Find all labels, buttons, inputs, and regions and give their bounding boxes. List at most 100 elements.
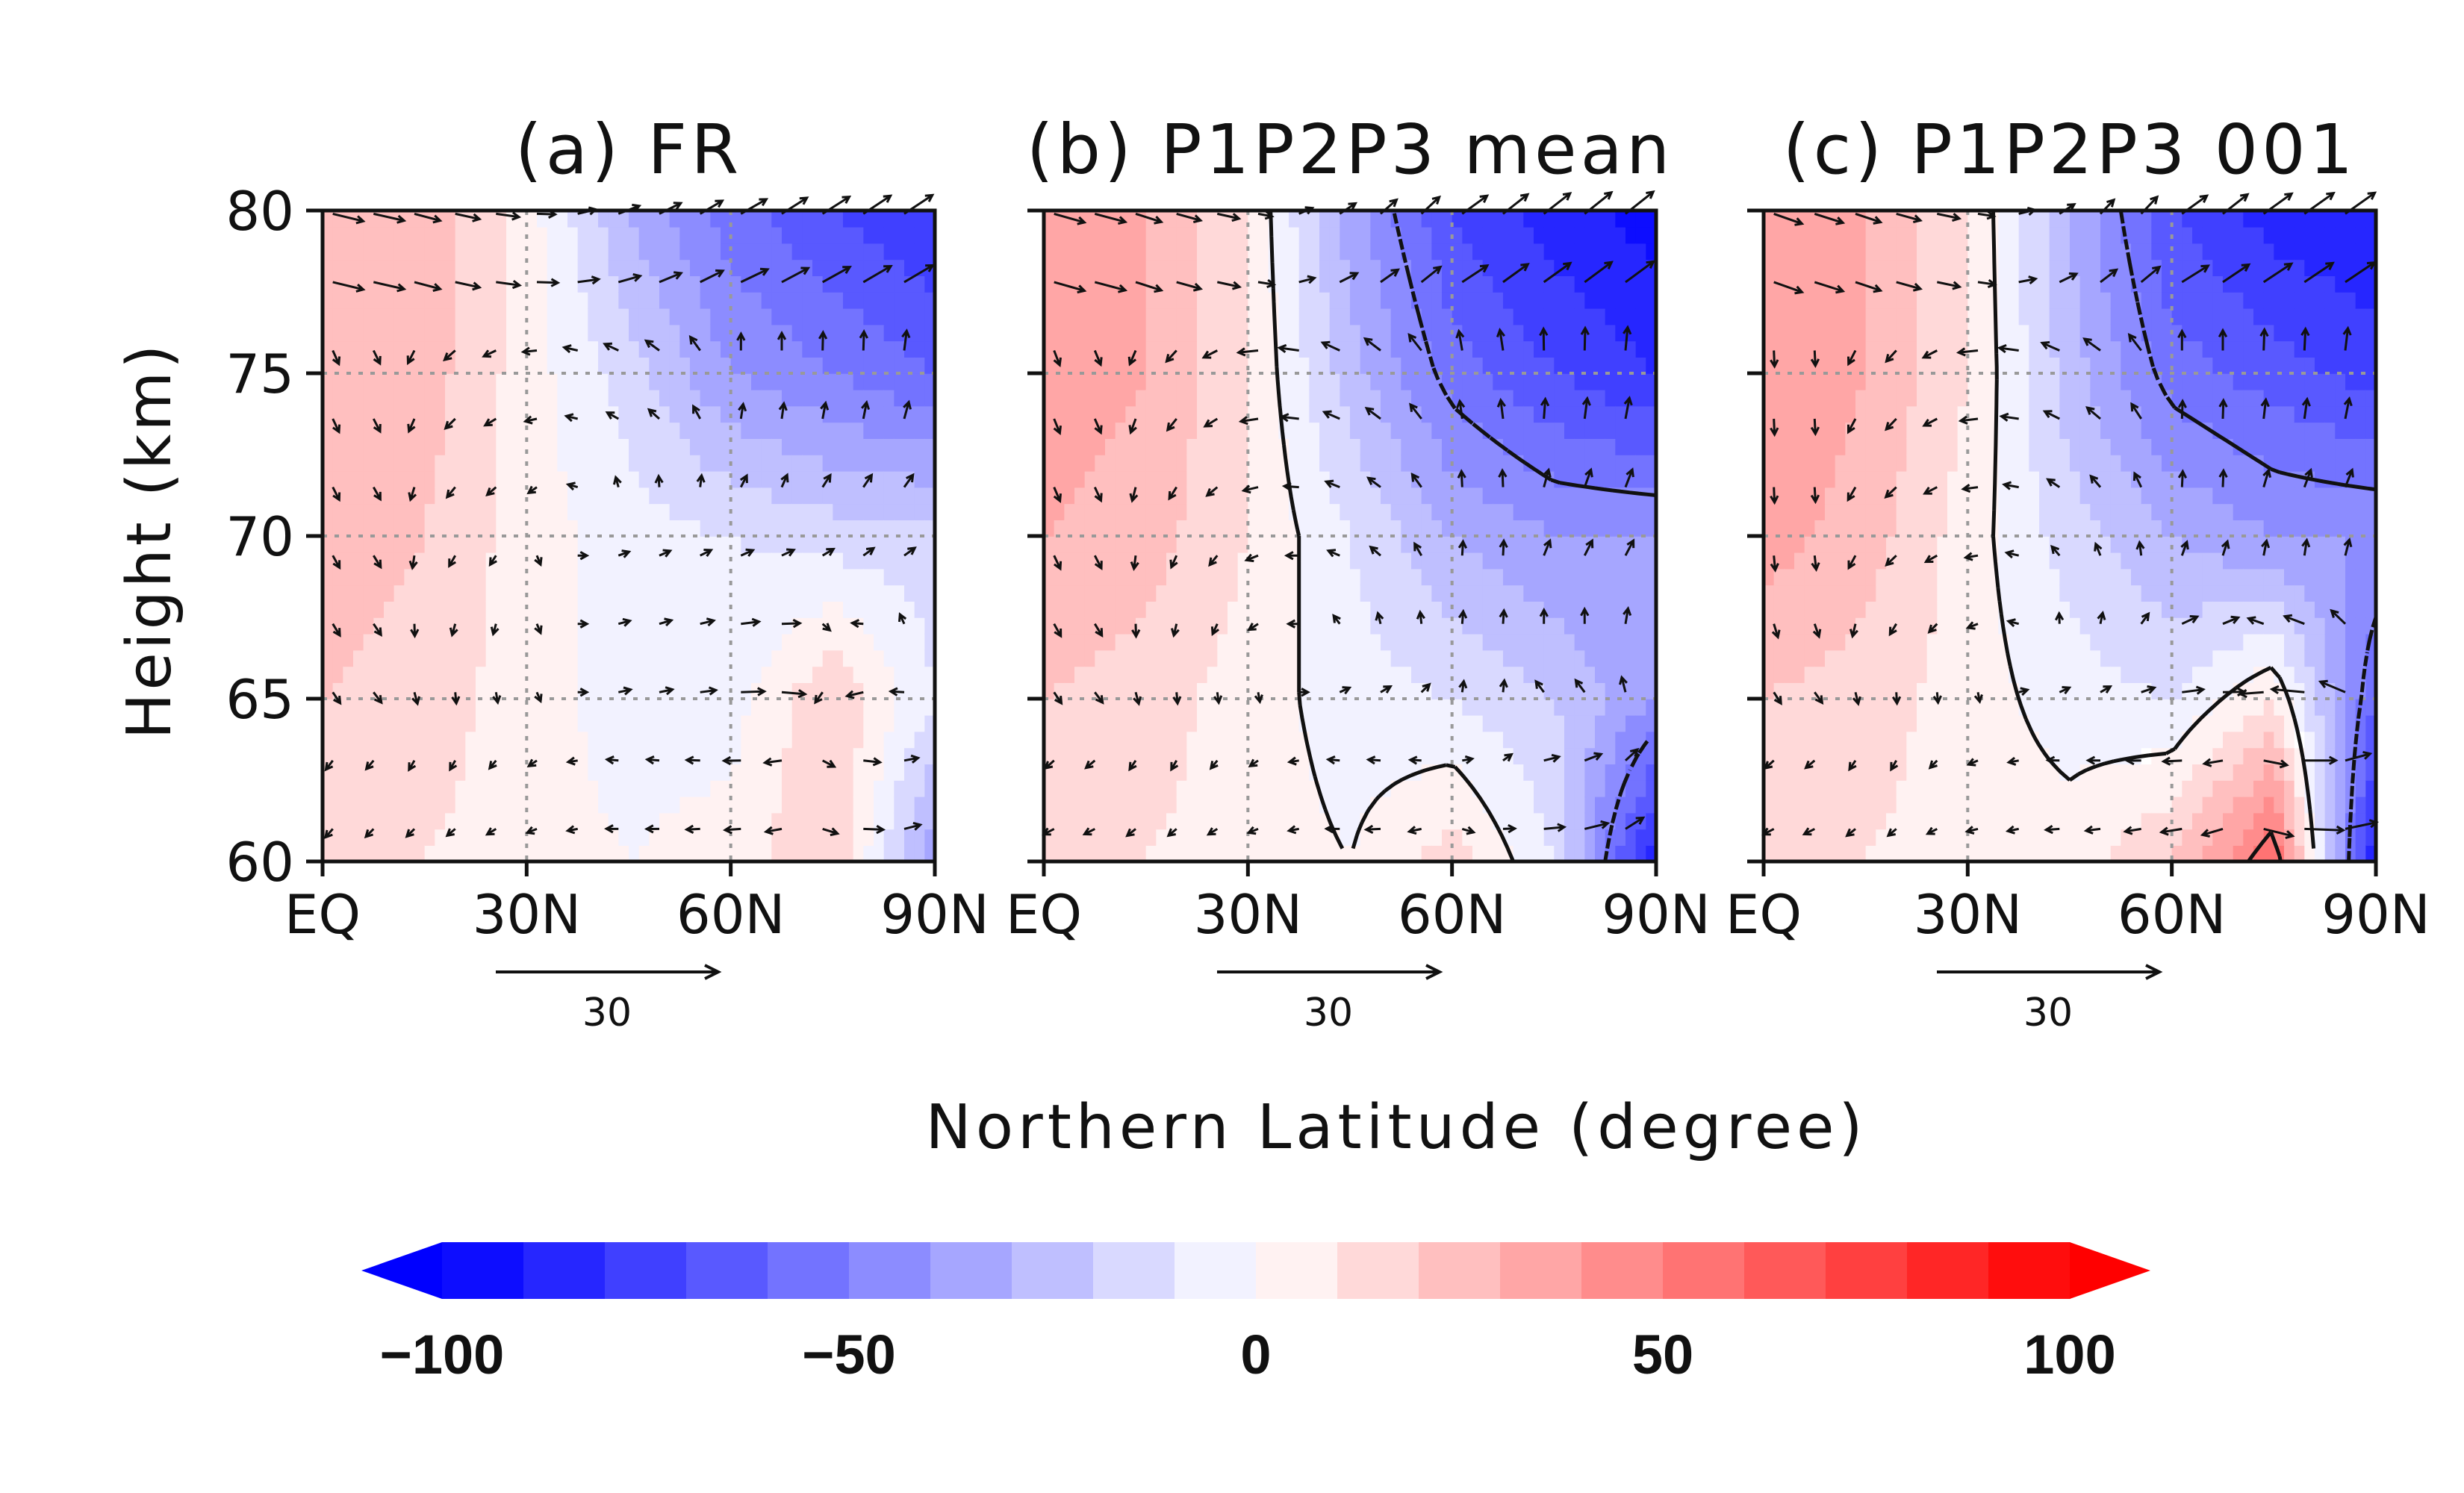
field-cell [588,308,599,325]
field-cell [353,422,364,439]
field-cell [1329,601,1341,618]
field-cell [577,699,589,716]
field-cell [465,470,476,488]
field-cell [1472,259,1484,276]
field-cell [1319,503,1331,520]
field-cell [598,536,609,553]
field-cell [588,780,599,797]
field-cell [435,682,446,699]
field-cell [679,601,691,618]
wind-vector [449,623,458,638]
field-cell [1145,617,1157,635]
field-cell [476,747,487,764]
field-cell [1534,633,1545,651]
field-cell [771,699,783,716]
field-cell [1074,422,1086,439]
wind-vector [373,555,382,570]
field-cell [771,259,783,276]
field-cell [618,455,629,472]
field-cell [435,292,446,309]
field-cell [1462,536,1473,553]
field-cell [843,324,854,342]
field-cell [485,601,497,618]
field-cell [516,796,528,814]
field-cell [1186,324,1198,342]
field-cell [1564,487,1575,505]
field-cell [1462,649,1473,667]
field-cell [751,340,762,358]
field-cell [710,292,721,309]
field-cell [1268,796,1280,814]
field-cell [1329,699,1341,716]
field-cell [1298,764,1310,781]
field-cell [588,324,599,342]
field-cell [833,699,844,716]
field-cell [914,487,926,505]
field-cell [435,812,446,830]
wind-vector [603,342,619,352]
field-cell [1390,699,1402,716]
field-cell [485,520,497,537]
field-cell [914,796,926,814]
field-cell [363,731,375,749]
field-cell [404,536,415,553]
field-cell [1319,487,1331,505]
field-cell [721,714,732,732]
field-cell [1044,340,1055,358]
field-cell [1564,829,1575,846]
field-cell [874,389,885,407]
field-cell [1472,503,1484,520]
field-cell [516,812,528,830]
field-cell [557,617,568,635]
field-cell [404,292,415,309]
field-cell [1340,731,1351,749]
field-cell [1482,487,1494,505]
field-cell [1228,568,1239,586]
field-cell [1554,292,1565,309]
field-cell [1095,714,1106,732]
field-cell [833,812,844,830]
field-cell [567,568,579,586]
field-cell [1340,829,1351,846]
field-cell [791,829,803,846]
field-cell [874,308,885,325]
field-cell [1390,601,1402,618]
field-cell [1217,308,1228,325]
field-cell [751,405,762,423]
field-cell [1381,764,1392,781]
field-cell [1197,373,1208,390]
field-cell [506,422,517,439]
field-cell [414,438,426,455]
field-cell [393,649,405,667]
field-cell [608,682,620,699]
field-cell [1186,259,1198,276]
field-cell [1298,455,1310,472]
field-cell [373,780,385,797]
field-cell [455,845,467,862]
field-cell [1431,340,1443,358]
field-cell [1401,422,1412,439]
field-cell [802,405,813,423]
field-cell [843,470,854,488]
field-cell [669,211,681,228]
field-cell [393,845,405,862]
field-cell [577,470,589,488]
field-cell [1462,324,1473,342]
field-cell [669,422,681,439]
wind-vector [525,826,538,835]
field-cell [1217,324,1228,342]
field-cell [1564,536,1575,553]
field-cell [690,536,701,553]
field-cell [761,520,773,537]
field-cell [608,829,620,846]
field-cell [608,666,620,683]
field-cell [791,747,803,764]
field-cell [323,568,334,586]
field-cell [638,568,650,586]
field-cell [1442,275,1453,293]
field-cell [669,503,681,520]
field-cell [424,308,436,325]
field-cell [1248,503,1259,520]
field-cell [1523,243,1534,261]
field-cell [874,503,885,520]
